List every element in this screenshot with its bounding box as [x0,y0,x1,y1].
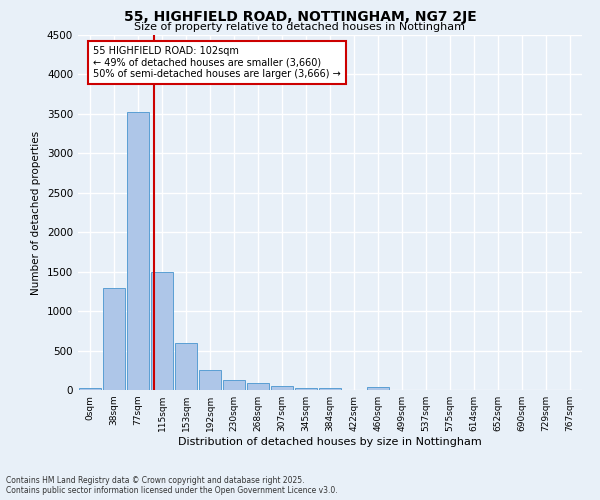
Text: 55 HIGHFIELD ROAD: 102sqm
← 49% of detached houses are smaller (3,660)
50% of se: 55 HIGHFIELD ROAD: 102sqm ← 49% of detac… [93,46,341,79]
Bar [175,342,197,390]
Bar [79,388,101,390]
Bar [199,370,221,390]
Y-axis label: Number of detached properties: Number of detached properties [31,130,41,294]
Text: 55, HIGHFIELD ROAD, NOTTINGHAM, NG7 2JE: 55, HIGHFIELD ROAD, NOTTINGHAM, NG7 2JE [124,10,476,24]
Bar [223,380,245,390]
Text: Contains HM Land Registry data © Crown copyright and database right 2025.
Contai: Contains HM Land Registry data © Crown c… [6,476,338,495]
Bar [151,272,173,390]
Bar [295,388,317,390]
X-axis label: Distribution of detached houses by size in Nottingham: Distribution of detached houses by size … [178,437,482,447]
Bar [127,112,149,390]
Bar [271,386,293,390]
Bar [319,388,341,390]
Text: Size of property relative to detached houses in Nottingham: Size of property relative to detached ho… [134,22,466,32]
Bar [103,288,125,390]
Bar [247,383,269,390]
Bar [367,387,389,390]
